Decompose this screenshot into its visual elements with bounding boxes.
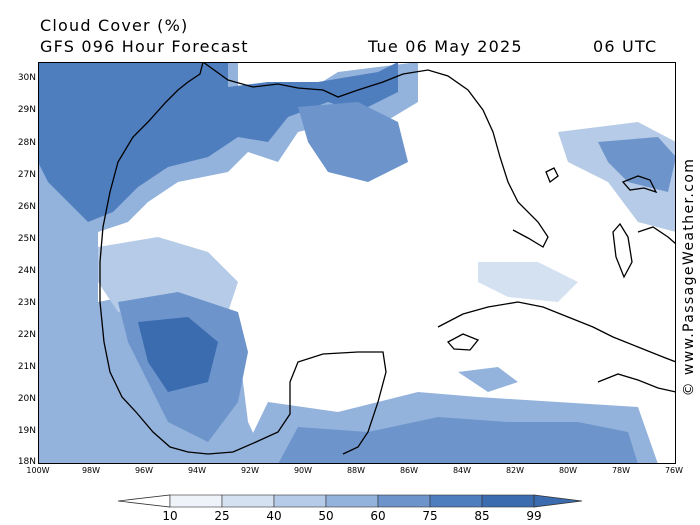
lat-tick-label: 26N [17, 202, 36, 212]
forecast-label: GFS 096 Hour Forecast [40, 37, 249, 56]
lat-tick-label: 21N [17, 362, 36, 372]
lon-tick-label: 78W [611, 466, 631, 475]
cloud-field [38, 62, 676, 464]
title: Cloud Cover (%) [40, 16, 189, 35]
colorbar-segment [273, 494, 327, 508]
lon-tick-label: 76W [664, 466, 684, 475]
lat-tick-label: 19N [17, 426, 36, 436]
colorbar-label: 85 [474, 509, 490, 523]
lon-tick-label: 82W [505, 466, 525, 475]
coastlines [99, 62, 676, 455]
lat-tick-label: 22N [17, 330, 36, 340]
lon-tick-label: 92W [240, 466, 260, 475]
lon-tick-label: 96W [134, 466, 154, 475]
colorbar-segment [429, 494, 483, 508]
lat-tick-label: 24N [17, 266, 36, 276]
colorbar-label: 40 [266, 509, 282, 523]
lat-tick-label: 20N [17, 394, 36, 404]
lon-tick-label: 90W [293, 466, 313, 475]
colorbar-segment [325, 494, 379, 508]
lon-tick-label: 88W [346, 466, 366, 475]
lat-tick-label: 25N [17, 234, 36, 244]
colorbar-label: 75 [422, 509, 438, 523]
lon-tick-label: 98W [81, 466, 101, 475]
colorbar [118, 494, 582, 508]
colorbar-segment [221, 494, 275, 508]
colorbar-label: 25 [214, 509, 230, 523]
colorbar-label: 50 [318, 509, 334, 523]
colorbar-segment [169, 494, 223, 508]
credit-label: © www.PassageWeather.com [680, 152, 698, 402]
lon-tick-label: 80W [558, 466, 578, 475]
map-frame [38, 62, 676, 464]
forecast-date: Tue 06 May 2025 [368, 37, 523, 56]
lat-tick-label: 27N [17, 170, 36, 180]
colorbar-label: 99 [526, 509, 542, 523]
cloud-cover-map [38, 62, 676, 464]
colorbar-segment [377, 494, 431, 508]
colorbar-label: 60 [370, 509, 386, 523]
lon-tick-label: 94W [187, 466, 207, 475]
colorbar-label: 10 [162, 509, 178, 523]
lat-tick-label: 30N [17, 73, 36, 83]
colorbar-segment [481, 494, 535, 508]
forecast-time: 06 UTC [593, 37, 658, 56]
graticule [38, 62, 676, 464]
lat-tick-label: 28N [17, 138, 36, 148]
lat-tick-label: 29N [17, 105, 36, 115]
lat-tick-label: 23N [17, 298, 36, 308]
lon-tick-label: 86W [399, 466, 419, 475]
colorbar-left-arrow [118, 494, 171, 508]
lon-tick-label: 100W [26, 466, 50, 475]
lat-tick-label: 18N [17, 457, 36, 467]
lon-tick-label: 84W [452, 466, 472, 475]
colorbar-right-arrow [533, 494, 582, 508]
credit-text: © www.PassageWeather.com [681, 157, 697, 397]
